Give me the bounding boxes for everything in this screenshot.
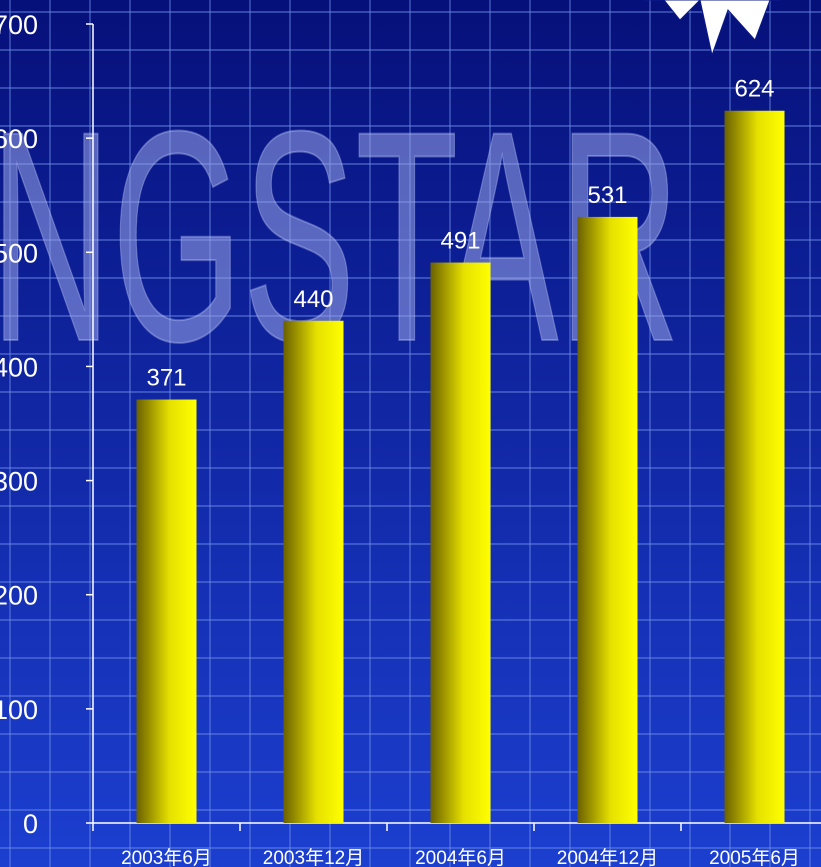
- x-tick-label: 2005年6月: [709, 847, 800, 867]
- bar: [136, 399, 197, 823]
- y-tick-label: 500: [0, 238, 38, 268]
- y-tick-labels: 0 100 200 300 400 500 600 700: [0, 10, 38, 839]
- y-tick-label: 300: [0, 467, 38, 497]
- data-label: 440: [293, 286, 333, 313]
- bars: [136, 110, 785, 823]
- data-label: 491: [440, 228, 480, 255]
- x-tick-label: 2004年12月: [557, 847, 658, 867]
- y-tick-label: 400: [0, 352, 38, 382]
- bar: [724, 110, 785, 823]
- data-label: 624: [734, 76, 774, 103]
- x-tick-labels: 2003年6月 2003年12月 2004年6月 2004年12月 2005年6月: [121, 847, 800, 867]
- data-label: 371: [146, 365, 186, 392]
- data-label: 531: [587, 182, 627, 209]
- bar: [577, 216, 638, 823]
- starburst-shape: [645, 0, 781, 57]
- y-tick-label: 700: [0, 10, 38, 40]
- bar: [430, 262, 491, 823]
- y-tick-label: 200: [0, 581, 38, 611]
- x-tick-label: 2003年6月: [121, 847, 212, 867]
- bar: [283, 320, 344, 823]
- x-tick-label: 2004年6月: [415, 847, 506, 867]
- data-labels: 371 440 491 531 624: [146, 76, 774, 392]
- y-tick-label: 600: [0, 124, 38, 154]
- y-tick-label: 100: [0, 695, 38, 725]
- y-tick-label: 0: [23, 809, 38, 839]
- x-tick-label: 2003年12月: [263, 847, 364, 867]
